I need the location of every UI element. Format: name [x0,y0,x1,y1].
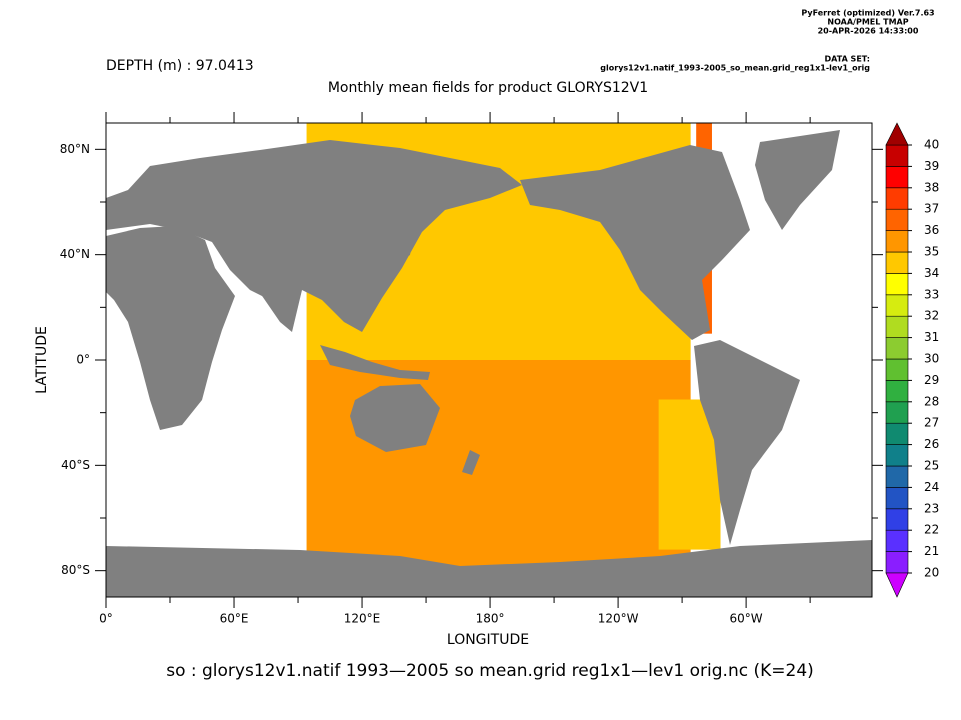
y-tick-label: 0° [76,353,90,367]
colorbar-label: 39 [924,159,939,173]
colorbar-swatch [885,294,909,317]
colorbar-label: 32 [924,309,939,323]
colorbar-label: 27 [924,416,939,430]
colorbar-label: 29 [924,373,939,387]
colorbar-label: 26 [924,437,939,451]
colorbar-swatch [885,401,909,424]
colorbar-swatch [885,529,909,552]
caption: so : glorys12v1.natif 1993—2005 so mean.… [166,661,814,681]
colorbar-label: 21 [924,544,939,558]
south-america [694,340,800,545]
y-tick-label: 40°S [61,458,90,472]
colorbar-swatch [885,208,909,231]
japan [395,215,415,262]
depth-label: DEPTH (m) : 97.0413 [106,58,254,74]
colorbar-label: 25 [924,459,939,473]
x-tick-label: 60°E [220,612,249,626]
new-zealand [462,450,480,475]
colorbar-swatch [885,337,909,360]
colorbar: 20 21 22 23 24 25 26 27 28 29 30 31 32 33 34 35 36 37 38 39… [885,122,939,598]
colorbar-swatch [885,508,909,531]
colorbar-label: 31 [924,330,939,344]
colorbar-swatch [885,273,909,296]
colorbar-swatch [885,358,909,381]
colorbar-swatch [885,144,909,167]
colorbar-swatch [885,166,909,189]
colorbar-label: 30 [924,352,939,366]
north-america [520,145,750,340]
dataset-label: DATA SET: [825,55,870,64]
x-tick-label: 180° [476,612,505,626]
colorbar-swatch [885,380,909,403]
x-tick-label: 120°W [598,612,639,626]
x-tick-label: 60°W [730,612,763,626]
y-tick-label: 80°S [61,563,90,577]
colorbar-swatch [885,315,909,338]
australia [350,384,440,452]
colorbar-swatch [885,444,909,467]
colorbar-label: 40 [924,138,939,152]
colorbar-swatch [885,422,909,445]
colorbar-under [885,572,909,598]
dataset-name: glorys12v1.natif_1993-2005_so_mean.grid_… [600,64,870,73]
x-tick-label: 120°E [344,612,381,626]
colorbar-label: 36 [924,223,939,237]
colorbar-label: 37 [924,202,939,216]
africa [106,226,235,430]
colorbar-over [885,122,909,146]
india [258,290,302,332]
greenland [755,130,840,230]
y-axis-label: LATITUDE [34,326,50,394]
colorbar-swatch [885,251,909,274]
colorbar-label: 38 [924,180,939,194]
colorbar-label: 34 [924,266,939,280]
colorbar-swatch [885,465,909,488]
x-tick-label: 0° [99,612,113,626]
header-line: 20-APR-2026 14:33:00 [818,27,919,36]
colorbar-swatch [885,487,909,510]
colorbar-label: 22 [924,523,939,537]
header-line: NOAA/PMEL TMAP [827,18,908,27]
colorbar-swatch [885,230,909,253]
colorbar-label: 35 [924,245,939,259]
antarctica [106,540,872,597]
colorbar-label: 33 [924,287,939,301]
colorbar-swatch [885,551,909,574]
y-tick-label: 40°N [60,247,90,261]
land [106,130,872,597]
y-tick-label: 80°N [60,142,90,156]
header-line: PyFerret (optimized) Ver.7.63 [801,9,934,18]
colorbar-label: 24 [924,480,939,494]
chart-title: Monthly mean fields for product GLORYS12… [328,80,648,96]
colorbar-label: 23 [924,501,939,515]
colorbar-label: 28 [924,394,939,408]
colorbar-label: 20 [924,566,939,580]
x-axis-label: LONGITUDE [447,632,529,648]
indonesia [320,345,430,380]
eurasia [106,140,522,332]
colorbar-swatch [885,187,909,210]
axes: 0° 60°E 120°E 180° 120°W 60°W 80°N 40°N 0° 40°S 80… [60,112,883,626]
